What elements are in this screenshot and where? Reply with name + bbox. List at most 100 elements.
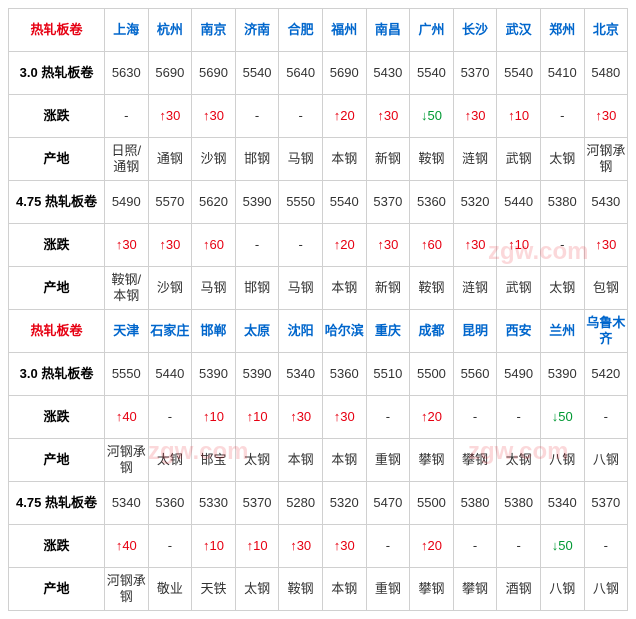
city-header: 福州 xyxy=(322,9,366,52)
origin-cell: 马钢 xyxy=(279,138,323,181)
change-cell: ↑30 xyxy=(322,396,366,439)
table-row: 涨跌↑40-↑10↑10↑30↑30-↑20--↓50- xyxy=(9,396,628,439)
price-cell: 5440 xyxy=(497,181,541,224)
origin-cell: 鞍钢 xyxy=(410,267,454,310)
origin-cell: 太钢 xyxy=(497,439,541,482)
change-cell: - xyxy=(497,396,541,439)
change-cell: - xyxy=(366,396,410,439)
change-cell: ↑60 xyxy=(192,224,236,267)
table-row: 产地河钢承钢敬业天铁太钢鞍钢本钢重钢攀钢攀钢酒钢八钢八钢 xyxy=(9,568,628,611)
price-cell: 5410 xyxy=(540,52,584,95)
origin-cell: 太钢 xyxy=(148,439,192,482)
origin-cell: 新钢 xyxy=(366,267,410,310)
change-cell: ↑20 xyxy=(322,95,366,138)
change-cell: - xyxy=(584,396,628,439)
origin-cell: 八钢 xyxy=(540,568,584,611)
price-cell: 5370 xyxy=(235,482,279,525)
change-cell: ↑30 xyxy=(192,95,236,138)
change-cell: - xyxy=(148,525,192,568)
change-cell: - xyxy=(366,525,410,568)
city-header: 上海 xyxy=(105,9,149,52)
row-label: 涨跌 xyxy=(9,525,105,568)
price-cell: 5490 xyxy=(497,353,541,396)
change-cell: ↑40 xyxy=(105,525,149,568)
origin-cell: 八钢 xyxy=(540,439,584,482)
origin-cell: 鞍钢 xyxy=(279,568,323,611)
change-cell: - xyxy=(453,396,497,439)
change-cell: ↑30 xyxy=(584,95,628,138)
origin-cell: 河钢承钢 xyxy=(105,439,149,482)
row-label: 产地 xyxy=(9,138,105,181)
price-cell: 5430 xyxy=(366,52,410,95)
change-cell: - xyxy=(279,224,323,267)
city-header: 天津 xyxy=(105,310,149,353)
change-cell: - xyxy=(540,224,584,267)
city-header: 乌鲁木齐 xyxy=(584,310,628,353)
change-cell: ↑30 xyxy=(148,95,192,138)
price-cell: 5370 xyxy=(366,181,410,224)
price-cell: 5430 xyxy=(584,181,628,224)
price-cell: 5370 xyxy=(584,482,628,525)
change-cell: ↑60 xyxy=(410,224,454,267)
origin-cell: 本钢 xyxy=(322,267,366,310)
price-cell: 5390 xyxy=(235,181,279,224)
origin-cell: 武钢 xyxy=(497,267,541,310)
origin-cell: 邯钢 xyxy=(235,267,279,310)
row-label: 涨跌 xyxy=(9,396,105,439)
price-cell: 5330 xyxy=(192,482,236,525)
origin-cell: 重钢 xyxy=(366,439,410,482)
price-cell: 5390 xyxy=(192,353,236,396)
origin-cell: 太钢 xyxy=(235,568,279,611)
change-cell: - xyxy=(497,525,541,568)
origin-cell: 邯宝 xyxy=(192,439,236,482)
city-header: 南昌 xyxy=(366,9,410,52)
price-cell: 5440 xyxy=(148,353,192,396)
price-cell: 5340 xyxy=(540,482,584,525)
city-header: 重庆 xyxy=(366,310,410,353)
header-row: 热轧板卷天津石家庄邯郸太原沈阳哈尔滨重庆成都昆明西安兰州乌鲁木齐 xyxy=(9,310,628,353)
origin-cell: 八钢 xyxy=(584,439,628,482)
origin-cell: 涟钢 xyxy=(453,267,497,310)
header-row: 热轧板卷上海杭州南京济南合肥福州南昌广州长沙武汉郑州北京 xyxy=(9,9,628,52)
change-cell: ↑30 xyxy=(366,95,410,138)
city-header: 成都 xyxy=(410,310,454,353)
change-cell: - xyxy=(540,95,584,138)
origin-cell: 敬业 xyxy=(148,568,192,611)
origin-cell: 攀钢 xyxy=(453,568,497,611)
origin-cell: 本钢 xyxy=(322,568,366,611)
origin-cell: 马钢 xyxy=(192,267,236,310)
city-header: 济南 xyxy=(235,9,279,52)
price-cell: 5340 xyxy=(279,353,323,396)
price-cell: 5360 xyxy=(148,482,192,525)
price-cell: 5550 xyxy=(105,353,149,396)
origin-cell: 通钢 xyxy=(148,138,192,181)
price-cell: 5390 xyxy=(235,353,279,396)
table-row: 4.75 热轧板卷5340536053305370528053205470550… xyxy=(9,482,628,525)
city-header: 邯郸 xyxy=(192,310,236,353)
price-cell: 5470 xyxy=(366,482,410,525)
row-label: 产地 xyxy=(9,568,105,611)
table-row: 3.0 热轧板卷55505440539053905340536055105500… xyxy=(9,353,628,396)
origin-cell: 太钢 xyxy=(235,439,279,482)
price-cell: 5360 xyxy=(410,181,454,224)
city-header: 合肥 xyxy=(279,9,323,52)
origin-cell: 涟钢 xyxy=(453,138,497,181)
price-cell: 5360 xyxy=(322,353,366,396)
change-cell: ↑10 xyxy=(497,224,541,267)
change-cell: ↑10 xyxy=(497,95,541,138)
price-cell: 5540 xyxy=(235,52,279,95)
change-cell: ↑40 xyxy=(105,396,149,439)
origin-cell: 重钢 xyxy=(366,568,410,611)
origin-cell: 太钢 xyxy=(540,267,584,310)
price-cell: 5620 xyxy=(192,181,236,224)
price-cell: 5380 xyxy=(453,482,497,525)
change-cell: - xyxy=(148,396,192,439)
table-wrap: zgw.com zgw.com zgw.com 热轧板卷上海杭州南京济南合肥福州… xyxy=(8,8,636,611)
row-label: 3.0 热轧板卷 xyxy=(9,353,105,396)
change-cell: - xyxy=(453,525,497,568)
table-row: 产地鞍钢/本钢沙钢马钢邯钢马钢本钢新钢鞍钢涟钢武钢太钢包钢 xyxy=(9,267,628,310)
change-cell: ↑30 xyxy=(453,95,497,138)
price-cell: 5370 xyxy=(453,52,497,95)
price-cell: 5630 xyxy=(105,52,149,95)
change-cell: ↑30 xyxy=(148,224,192,267)
